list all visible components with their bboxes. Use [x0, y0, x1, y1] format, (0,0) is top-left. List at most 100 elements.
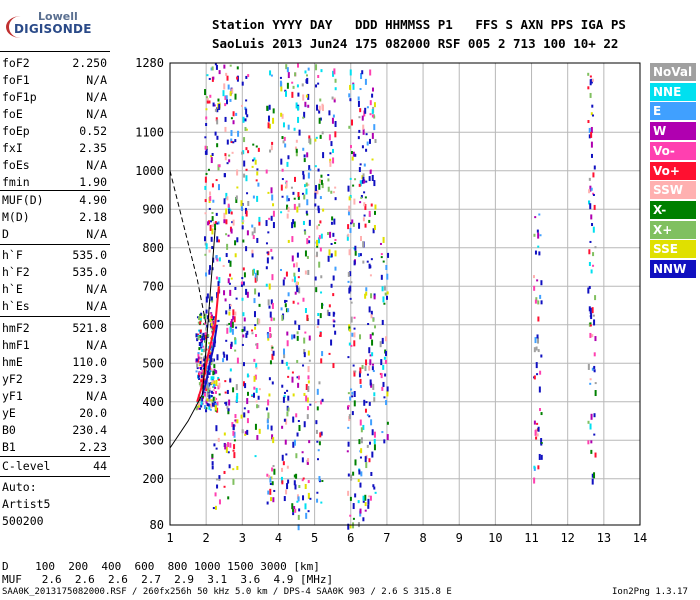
echo-point — [226, 139, 229, 145]
echo-point — [235, 112, 238, 116]
echo-point — [347, 473, 350, 477]
echo-point — [201, 343, 204, 348]
echo-point — [271, 302, 274, 309]
echo-point — [373, 444, 376, 451]
echo-point — [370, 293, 373, 299]
echo-point — [236, 66, 239, 70]
echo-point — [359, 235, 362, 241]
echo-point — [256, 270, 259, 276]
echo-point — [198, 377, 201, 380]
echo-point — [258, 303, 261, 307]
echo-point — [210, 157, 213, 164]
y-tick-label: 80 — [150, 518, 164, 532]
echo-point — [362, 217, 365, 222]
echo-point — [258, 428, 261, 434]
echo-point — [385, 351, 388, 357]
echo-point — [244, 431, 247, 435]
y-tick-label: 500 — [142, 356, 164, 370]
echo-point — [369, 274, 372, 277]
echo-point — [380, 256, 383, 259]
echo-point — [224, 443, 227, 450]
echo-point — [253, 375, 256, 382]
echo-point — [230, 318, 233, 322]
echo-point — [242, 150, 245, 155]
echo-point — [370, 419, 373, 426]
echo-point — [280, 158, 283, 165]
echo-point — [284, 299, 287, 303]
echo-point — [320, 174, 323, 178]
echo-point — [269, 149, 272, 153]
echo-point — [316, 251, 319, 257]
echo-point — [348, 414, 351, 420]
echo-point — [369, 169, 372, 174]
echo-point — [294, 508, 297, 513]
echo-point — [590, 214, 593, 220]
echo-point — [225, 401, 228, 406]
echo-point — [539, 234, 542, 237]
echo-point — [211, 326, 214, 329]
echo-point — [307, 350, 310, 356]
echo-point — [218, 393, 221, 396]
echo-point — [309, 138, 312, 145]
echo-point — [234, 349, 237, 352]
echo-point — [301, 192, 304, 195]
echo-point — [369, 100, 372, 106]
echo-point — [254, 455, 257, 458]
echo-point — [295, 151, 298, 157]
echo-point — [268, 217, 271, 220]
echo-point — [306, 152, 309, 158]
echo-point — [372, 484, 375, 488]
echo-point — [208, 371, 211, 375]
echo-point — [204, 313, 207, 317]
echo-point — [204, 212, 207, 215]
param-row-yF1: yF1 N/A — [2, 389, 107, 406]
echo-point — [297, 420, 300, 423]
echo-point — [308, 240, 311, 244]
echo-point — [368, 210, 371, 217]
echo-point — [207, 221, 210, 226]
echo-point — [198, 364, 201, 367]
param-name: foEs — [2, 158, 30, 172]
echo-point — [212, 507, 215, 510]
echo-point — [228, 282, 231, 285]
echo-point — [292, 416, 295, 423]
echo-point — [210, 361, 213, 366]
echo-point — [233, 316, 236, 323]
echo-point — [297, 195, 300, 200]
echo-point — [230, 341, 233, 347]
echo-point — [251, 165, 254, 168]
echo-point — [364, 366, 367, 372]
echo-point — [211, 341, 214, 346]
echo-point — [241, 429, 244, 434]
echo-point — [286, 331, 289, 336]
echo-point — [359, 180, 362, 187]
echo-point — [368, 495, 371, 498]
echo-point — [236, 237, 239, 243]
echo-point — [293, 221, 296, 228]
y-tick-label: 1100 — [135, 125, 164, 139]
echo-point — [587, 86, 590, 90]
echo-point — [223, 485, 226, 488]
echo-point — [347, 441, 350, 447]
echo-point — [215, 406, 218, 411]
echo-point — [359, 163, 362, 166]
echo-point — [225, 192, 228, 199]
echo-point — [357, 253, 360, 258]
echo-point — [305, 512, 308, 519]
echo-point — [314, 401, 317, 404]
echo-point — [218, 164, 221, 168]
param-name: hmF1 — [2, 338, 30, 352]
echo-point — [272, 210, 275, 217]
echo-point — [535, 346, 538, 351]
echo-point — [215, 379, 218, 386]
echo-point — [211, 402, 214, 407]
echo-point — [295, 139, 298, 143]
echo-point — [334, 78, 337, 83]
echo-point — [319, 432, 322, 438]
echo-point — [253, 298, 256, 304]
echo-point — [360, 195, 363, 199]
echo-point — [308, 219, 311, 226]
echo-point — [272, 222, 275, 229]
echo-point — [593, 352, 596, 357]
echo-point — [206, 398, 209, 402]
